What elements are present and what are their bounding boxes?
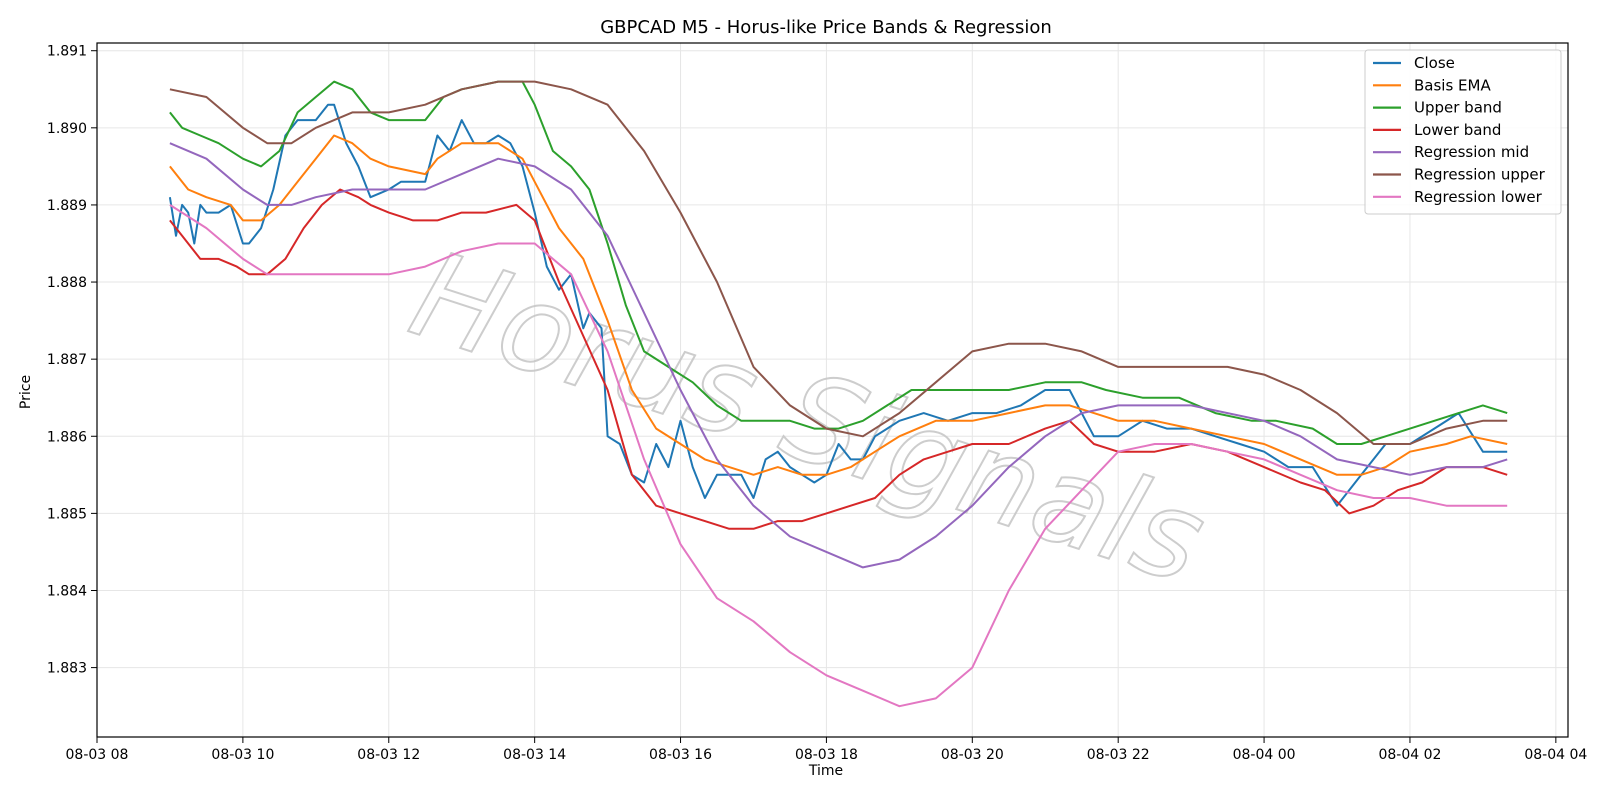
x-tick-label: 08-04 02 xyxy=(1378,747,1441,763)
x-axis: 08-03 08 08-03 10 08-03 12 08-03 14 08-03 16… xyxy=(66,737,1587,763)
y-tick-label: 1.885 xyxy=(47,506,87,522)
series-line-regression-upper xyxy=(169,80,1508,445)
plot-area-frame xyxy=(96,42,1569,738)
legend: Close Basis EMA Upper band Lower band Regres… xyxy=(1364,49,1562,215)
y-axis-title: Price xyxy=(18,375,34,409)
legend-label: Basis EMA xyxy=(1414,76,1491,94)
y-axis: 1.883 1.884 1.885 1.886 1.887 1.888 1.889 1.890… xyxy=(47,44,97,677)
x-tick-label: 08-04 00 xyxy=(1233,747,1296,763)
x-tick-label: 08-03 18 xyxy=(795,747,858,763)
x-tick-label: 08-03 20 xyxy=(941,747,1004,763)
legend-label: Regression lower xyxy=(1414,188,1543,206)
series-line-upper-band xyxy=(169,80,1508,445)
legend-label: Close xyxy=(1414,54,1455,72)
chart-title: GBPCAD M5 - Horus-like Price Bands & Reg… xyxy=(600,17,1052,38)
series-line-lower-band xyxy=(169,188,1508,530)
x-tick-label: 08-03 10 xyxy=(211,747,274,763)
legend-label: Upper band xyxy=(1414,99,1502,117)
y-tick-label: 1.884 xyxy=(47,583,87,599)
series-line-regression-lower xyxy=(169,204,1508,708)
x-tick-label: 08-03 22 xyxy=(1087,747,1150,763)
y-tick-label: 1.887 xyxy=(47,352,87,368)
x-tick-label: 08-03 14 xyxy=(503,747,566,763)
x-tick-label: 08-04 04 xyxy=(1524,747,1587,763)
legend-label: Regression upper xyxy=(1414,166,1546,184)
y-tick-label: 1.886 xyxy=(47,429,87,445)
y-tick-label: 1.888 xyxy=(47,275,87,291)
series-line-basis-ema xyxy=(169,134,1508,476)
y-tick-label: 1.883 xyxy=(47,661,87,677)
series-line-close xyxy=(168,103,1508,507)
legend-label: Lower band xyxy=(1414,121,1501,139)
y-tick-label: 1.889 xyxy=(47,198,87,214)
watermark-text: Horus Signals xyxy=(396,225,1220,611)
legend-box xyxy=(1364,49,1562,215)
x-tick-label: 08-03 08 xyxy=(66,747,129,763)
x-tick-label: 08-03 16 xyxy=(649,747,712,763)
x-tick-label: 08-03 12 xyxy=(357,747,420,763)
x-axis-title: Time xyxy=(808,763,843,779)
y-tick-label: 1.891 xyxy=(47,44,87,60)
legend-label: Regression mid xyxy=(1414,143,1529,161)
series-lines xyxy=(168,80,1508,708)
series-line-regression-mid xyxy=(169,142,1508,569)
y-tick-label: 1.890 xyxy=(47,121,87,137)
